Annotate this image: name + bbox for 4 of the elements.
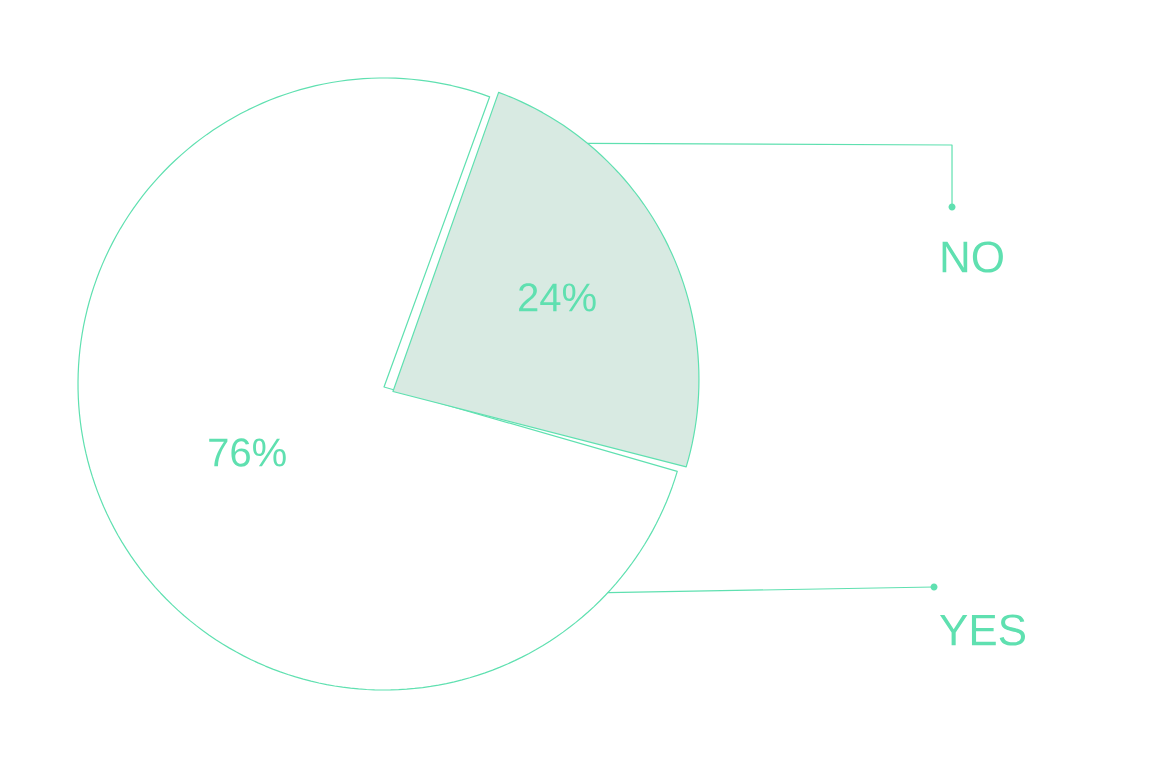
data-label: 76% [209,438,286,467]
data-label: 24% [519,283,596,312]
legend-label: YES [939,614,1026,646]
slice-label: NO [942,241,1003,273]
